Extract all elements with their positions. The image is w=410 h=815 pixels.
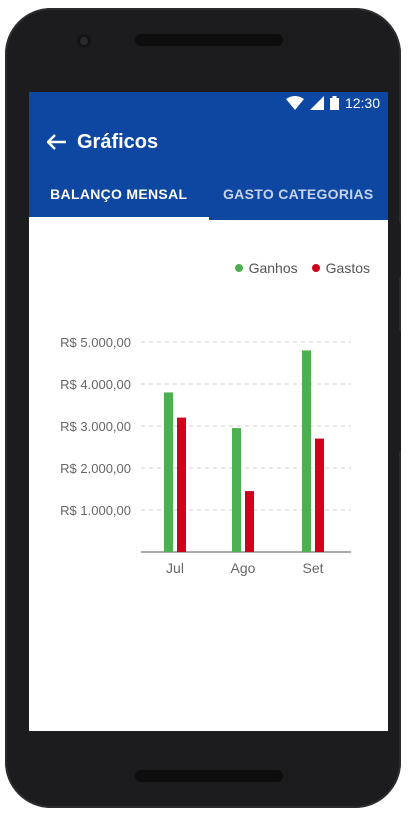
chart-panel: Ganhos Gastos R$ 1.000,00 R$ 2.000,00 R$ 3… bbox=[29, 220, 388, 731]
power-button[interactable] bbox=[395, 222, 401, 278]
bar-ganhos-set bbox=[302, 350, 311, 552]
battery-icon bbox=[329, 96, 339, 110]
legend-label-ganhos: Ganhos bbox=[248, 260, 298, 276]
bar-gastos-jul bbox=[177, 417, 186, 552]
back-arrow-icon[interactable] bbox=[45, 130, 69, 154]
earpiece-speaker bbox=[135, 34, 283, 46]
chart-legend: Ganhos Gastos bbox=[234, 260, 370, 276]
front-camera bbox=[77, 34, 91, 48]
legend-swatch-gastos bbox=[311, 264, 320, 272]
phone-frame: 12:30 Gráficos BALANÇO MENSAL GASTO CATE… bbox=[5, 8, 401, 808]
y-tick-label: R$ 4.000,00 bbox=[60, 377, 131, 392]
tab-indicator bbox=[29, 217, 209, 220]
app-bar: Gráficos bbox=[29, 116, 388, 168]
y-tick-label: R$ 5.000,00 bbox=[60, 335, 131, 350]
bar-chart: R$ 1.000,00 R$ 2.000,00 R$ 3.000,00 R$ 4.00… bbox=[60, 335, 351, 576]
tab-gasto-categorias[interactable]: GASTO CATEGORIAS bbox=[222, 186, 374, 202]
screen: 12:30 Gráficos BALANÇO MENSAL GASTO CATE… bbox=[29, 92, 388, 731]
bar-ganhos-ago bbox=[232, 428, 241, 552]
status-bar: 12:30 bbox=[29, 92, 388, 116]
page-title: Gráficos bbox=[77, 130, 159, 153]
volume-button[interactable] bbox=[395, 330, 401, 452]
bar-ganhos-jul bbox=[164, 392, 173, 552]
x-tick-label: Jul bbox=[166, 560, 184, 576]
legend-swatch-ganhos bbox=[234, 264, 243, 272]
tab-balanco-mensal[interactable]: BALANÇO MENSAL bbox=[50, 186, 188, 202]
bar-gastos-ago bbox=[245, 491, 254, 552]
legend-item-gastos: Gastos bbox=[311, 260, 370, 276]
bar-gastos-set bbox=[315, 438, 324, 552]
x-tick-label: Set bbox=[302, 560, 323, 576]
wifi-icon bbox=[285, 96, 304, 110]
signal-icon bbox=[309, 96, 324, 110]
status-time: 12:30 bbox=[344, 95, 380, 111]
y-tick-label: R$ 3.000,00 bbox=[60, 419, 131, 434]
y-tick-label: R$ 2.000,00 bbox=[60, 461, 131, 476]
legend-item-ganhos: Ganhos bbox=[234, 260, 298, 276]
tab-bar: BALANÇO MENSAL GASTO CATEGORIAS bbox=[29, 168, 388, 220]
y-tick-label: R$ 1.000,00 bbox=[60, 503, 131, 518]
bottom-speaker bbox=[135, 770, 283, 782]
legend-label-gastos: Gastos bbox=[325, 260, 370, 276]
x-tick-label: Ago bbox=[231, 560, 256, 576]
